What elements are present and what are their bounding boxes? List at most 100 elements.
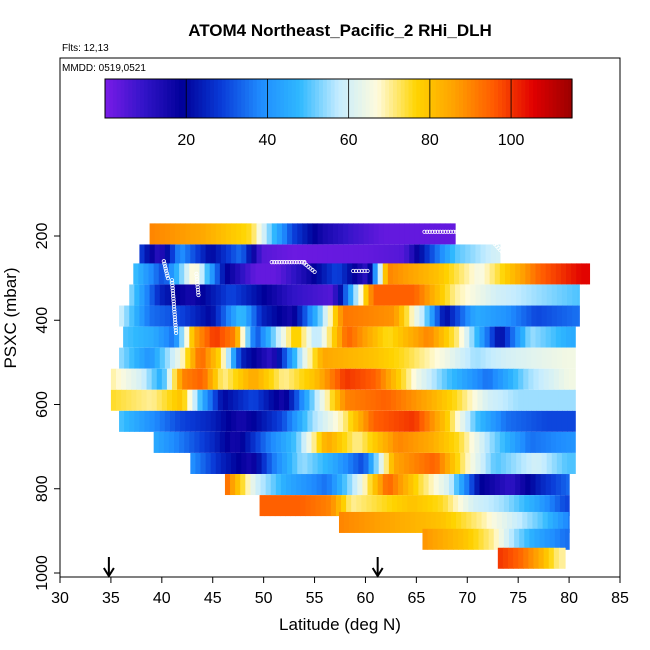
- track-marker: [165, 273, 170, 278]
- heatmap-cell: [327, 452, 334, 474]
- heatmap-cell: [281, 223, 288, 245]
- heatmap-cell: [546, 305, 553, 327]
- heatmap-cell: [175, 223, 181, 245]
- colorbar-tick-label: 40: [259, 132, 277, 149]
- heatmap-cell: [424, 244, 431, 266]
- heatmap-cell: [357, 431, 363, 453]
- colorbar-segment: [186, 79, 192, 118]
- colorbar-segment: [287, 79, 293, 118]
- heatmap-cell: [509, 528, 515, 550]
- heatmap-cell: [572, 305, 578, 327]
- heatmap-cell: [399, 284, 405, 306]
- colorbar-segment: [272, 79, 277, 118]
- heatmap-cell: [185, 284, 191, 306]
- heatmap-cell: [151, 389, 158, 411]
- heatmap-cell: [307, 305, 314, 327]
- heatmap-cell: [238, 368, 244, 390]
- heatmap-cell: [182, 389, 188, 411]
- heatmap-cell: [483, 528, 490, 550]
- heatmap-cell: [388, 244, 395, 266]
- heatmap-cell: [535, 431, 542, 453]
- heatmap-cell: [567, 410, 573, 432]
- heatmap-cell: [297, 410, 303, 432]
- heatmap-cell: [353, 305, 359, 327]
- heatmap-cell: [123, 326, 129, 348]
- heatmap-cell: [149, 284, 156, 306]
- heatmap-cell: [475, 305, 482, 327]
- heatmap-cell: [212, 368, 219, 390]
- heatmap-cell: [297, 347, 303, 369]
- track-marker: [171, 296, 176, 301]
- heatmap-cell: [403, 263, 409, 285]
- heatmap-cell: [172, 368, 178, 390]
- track-marker: [173, 328, 178, 333]
- heatmap-cell: [344, 511, 350, 533]
- heatmap-cell: [312, 284, 319, 306]
- heatmap-cell: [431, 389, 438, 411]
- heatmap-cell: [435, 511, 442, 533]
- heatmap-cell: [552, 511, 559, 533]
- heatmap-cell: [567, 347, 573, 369]
- heatmap-cell: [297, 223, 303, 245]
- heatmap-cell: [164, 244, 171, 266]
- heatmap-cell: [309, 389, 316, 411]
- heatmap-cell: [412, 495, 418, 517]
- heatmap-cell: [200, 305, 207, 327]
- heatmap-cell: [389, 511, 396, 533]
- heatmap-cell: [378, 223, 385, 245]
- heatmap-cell: [520, 263, 526, 285]
- heatmap-cell: [560, 326, 567, 348]
- heatmap-cell: [287, 284, 293, 306]
- colorbar-segment: [291, 79, 297, 118]
- heatmap-cell: [372, 263, 379, 285]
- heatmap-cell: [429, 305, 436, 327]
- colorbar-segment: [128, 79, 133, 118]
- heatmap-cell: [431, 368, 438, 390]
- heatmap-cell: [204, 431, 211, 453]
- colorbar-segment: [245, 79, 250, 118]
- heatmap-cell: [144, 305, 151, 327]
- heatmap-cell: [222, 389, 229, 411]
- heatmap-cell: [479, 263, 486, 285]
- heatmap-cell: [459, 263, 465, 285]
- heatmap-cell: [373, 284, 380, 306]
- heatmap-cell: [541, 305, 548, 327]
- heatmap-cell: [322, 223, 329, 245]
- heatmap-cell: [510, 263, 516, 285]
- heatmap-cell: [393, 223, 400, 245]
- heatmap-cell: [529, 495, 536, 517]
- heatmap-cell: [404, 347, 410, 369]
- heatmap-cell: [241, 347, 247, 369]
- heatmap-cell: [327, 305, 334, 327]
- heatmap-cell: [414, 284, 421, 306]
- heatmap-cell: [235, 431, 241, 453]
- heatmap-cell: [153, 431, 160, 453]
- heatmap-cell: [520, 431, 526, 453]
- heatmap-cell: [429, 452, 436, 474]
- heatmap-cell: [195, 244, 202, 266]
- heatmap-cell: [434, 452, 441, 474]
- colorbar-segment: [108, 79, 114, 118]
- heatmap-cell: [350, 389, 356, 411]
- heatmap-cell: [564, 368, 570, 390]
- colorbar-segment: [311, 79, 316, 118]
- colorbar-segment: [217, 79, 223, 118]
- heatmap-cell: [225, 305, 232, 327]
- heatmap-cell: [419, 284, 426, 306]
- heatmap-cell: [480, 410, 487, 432]
- colorbar-segment: [132, 79, 137, 118]
- heatmap-cell: [192, 368, 199, 390]
- heatmap-cell: [499, 263, 506, 285]
- colorbar-segment: [354, 79, 359, 118]
- heatmap-cell: [231, 305, 237, 327]
- heatmap-cell: [225, 452, 232, 474]
- heatmap-cell: [363, 223, 370, 245]
- heatmap-cell: [386, 495, 393, 517]
- heatmap-cell: [307, 223, 314, 245]
- heatmap-cell: [158, 326, 165, 348]
- heatmap-cell: [217, 368, 224, 390]
- track-marker: [170, 280, 175, 285]
- heatmap-cell: [245, 263, 251, 285]
- heatmap-cell: [434, 284, 441, 306]
- heatmap-cell: [317, 244, 324, 266]
